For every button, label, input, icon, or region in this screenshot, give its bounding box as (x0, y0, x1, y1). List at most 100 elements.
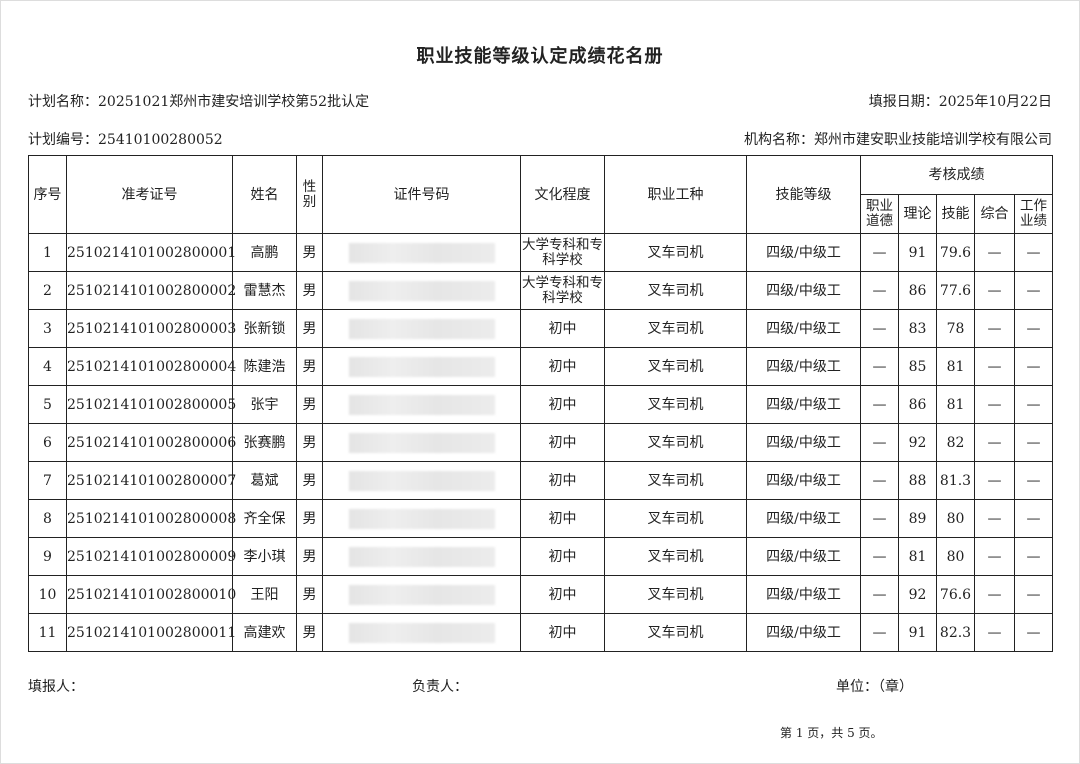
cell-work: — (1013, 423, 1054, 462)
score-roster-table: 序号 准考证号 姓名 性别 证件号码 文化程度 职业工种 技能等级 考核成绩 职… (28, 155, 1054, 652)
table-row: 9 2510214101002800009 李小琪男初中 叉车司机 四级/中级工 —81 8… (28, 537, 1054, 576)
cell-work: — (1013, 537, 1054, 576)
cell-theory: 91 (898, 233, 937, 272)
cell-skill: 78 (936, 309, 975, 348)
cell-seq: 3 (28, 309, 67, 348)
cell-occupation: 叉车司机 (604, 575, 747, 614)
cell-skill: 81.3 (936, 461, 975, 500)
fill-date: 填报日期：2025年10月22日 (868, 94, 1052, 110)
cell-education: 大学专科和专科学校 (520, 233, 605, 272)
cell-id-no (322, 385, 521, 424)
cell-name: 李小琪 (232, 537, 297, 576)
cell-exam-no: 2510214101002800004 (66, 347, 236, 386)
cell-education: 初中 (520, 347, 605, 386)
cell-theory: 83 (898, 309, 937, 348)
cell-work: — (1013, 461, 1054, 500)
table-row: 5 2510214101002800005 张宇男初中 叉车司机 四级/中级工 —86 81… (28, 385, 1054, 424)
cell-name: 高建欢 (232, 613, 297, 652)
header-scores: 考核成绩 (859, 155, 1054, 195)
page-indicator: 第 1 页，共 5 页。 (780, 726, 883, 740)
cell-gender: 男 (296, 423, 323, 462)
header-theory: 理论 (898, 194, 937, 234)
cell-level: 四级/中级工 (746, 575, 861, 614)
cell-name: 王阳 (232, 575, 297, 614)
cell-education: 初中 (520, 461, 605, 500)
responsible-label: 负责人： (412, 679, 468, 695)
cell-overall: — (974, 575, 1015, 614)
cell-seq: 6 (28, 423, 67, 462)
cell-level: 四级/中级工 (746, 613, 861, 652)
redacted-id (348, 356, 495, 377)
cell-gender: 男 (296, 537, 323, 576)
cell-id-no (322, 613, 521, 652)
header-occupation: 职业工种 (604, 155, 747, 234)
cell-occupation: 叉车司机 (604, 347, 747, 386)
redacted-id (348, 432, 495, 453)
cell-ethics: — (860, 613, 899, 652)
cell-id-no (322, 499, 521, 538)
cell-name: 张新锁 (232, 309, 297, 348)
cell-skill: 76.6 (936, 575, 975, 614)
cell-skill: 81 (936, 347, 975, 386)
cell-work: — (1013, 233, 1054, 272)
header-exam-no: 准考证号 (66, 155, 233, 234)
cell-education: 初中 (520, 575, 605, 614)
cell-exam-no: 2510214101002800002 (66, 271, 236, 310)
redacted-id (348, 584, 495, 605)
cell-exam-no: 2510214101002800011 (66, 613, 236, 652)
cell-exam-no: 2510214101002800003 (66, 309, 236, 348)
cell-education: 初中 (520, 423, 605, 462)
cell-gender: 男 (296, 233, 323, 272)
org-name: 机构名称：郑州市建安职业技能培训学校有限公司 (744, 132, 1052, 148)
cell-id-no (322, 309, 521, 348)
cell-name: 张宇 (232, 385, 297, 424)
cell-occupation: 叉车司机 (604, 385, 747, 424)
cell-seq: 2 (28, 271, 67, 310)
cell-ethics: — (860, 537, 899, 576)
cell-overall: — (974, 385, 1015, 424)
cell-work: — (1013, 575, 1054, 614)
cell-exam-no: 2510214101002800006 (66, 423, 236, 462)
header-skill: 技能 (936, 194, 975, 234)
cell-id-no (322, 537, 521, 576)
redacted-id (348, 622, 495, 643)
cell-seq: 1 (28, 233, 67, 272)
cell-theory: 91 (898, 613, 937, 652)
cell-gender: 男 (296, 347, 323, 386)
cell-exam-no: 2510214101002800010 (66, 575, 236, 614)
cell-skill: 79.6 (936, 233, 975, 272)
cell-occupation: 叉车司机 (604, 233, 747, 272)
cell-ethics: — (860, 575, 899, 614)
cell-overall: — (974, 309, 1015, 348)
cell-education: 初中 (520, 309, 605, 348)
cell-skill: 82 (936, 423, 975, 462)
redacted-id (348, 508, 495, 529)
cell-occupation: 叉车司机 (604, 461, 747, 500)
cell-occupation: 叉车司机 (604, 271, 747, 310)
table-row: 3 2510214101002800003 张新锁男初中 叉车司机 四级/中级工 —83 7… (28, 309, 1054, 348)
cell-overall: — (974, 347, 1015, 386)
cell-work: — (1013, 613, 1054, 652)
cell-skill: 77.6 (936, 271, 975, 310)
cell-education: 初中 (520, 537, 605, 576)
cell-occupation: 叉车司机 (604, 423, 747, 462)
header-name: 姓名 (232, 155, 297, 234)
cell-work: — (1013, 385, 1054, 424)
cell-seq: 8 (28, 499, 67, 538)
cell-gender: 男 (296, 309, 323, 348)
cell-overall: — (974, 423, 1015, 462)
cell-level: 四级/中级工 (746, 499, 861, 538)
cell-overall: — (974, 499, 1015, 538)
cell-seq: 9 (28, 537, 67, 576)
cell-exam-no: 2510214101002800001 (66, 233, 236, 272)
cell-theory: 81 (898, 537, 937, 576)
redacted-id (348, 318, 495, 339)
header-work: 工作业绩 (1013, 194, 1054, 234)
cell-ethics: — (860, 309, 899, 348)
cell-level: 四级/中级工 (746, 309, 861, 348)
cell-ethics: — (860, 499, 899, 538)
cell-gender: 男 (296, 613, 323, 652)
cell-level: 四级/中级工 (746, 271, 861, 310)
cell-id-no (322, 233, 521, 272)
cell-seq: 10 (28, 575, 67, 614)
